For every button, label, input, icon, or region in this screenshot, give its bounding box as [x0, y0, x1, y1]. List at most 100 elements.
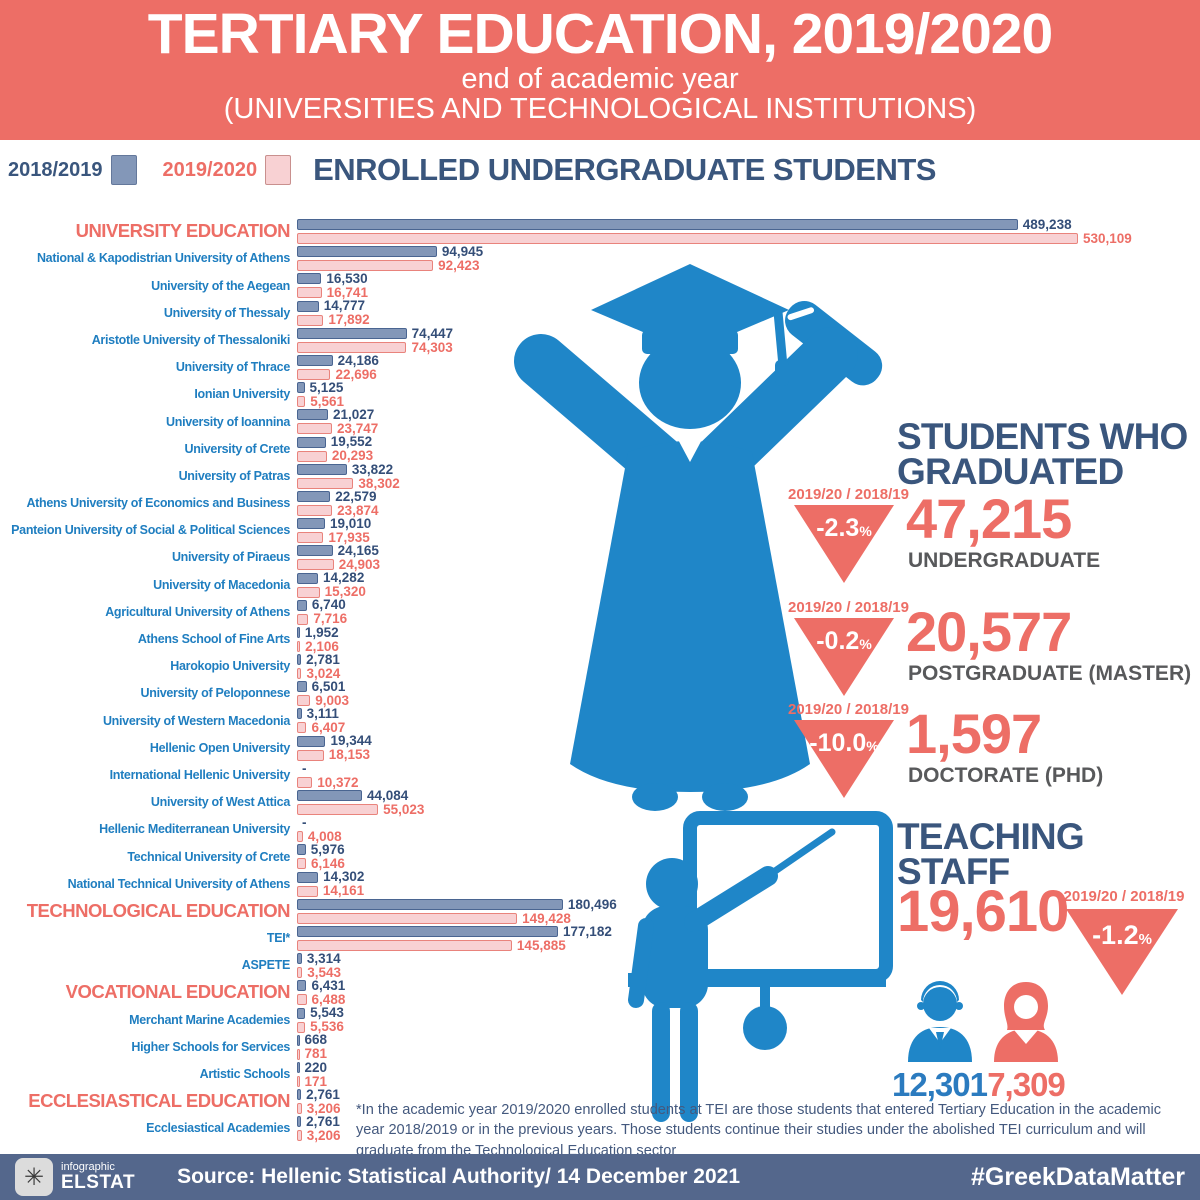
teaching-heading-line2: STAFF — [897, 851, 1010, 893]
bar-2018-2019 — [297, 300, 319, 312]
female-icon — [994, 982, 1058, 1062]
row-label: University of the Aegean — [151, 278, 290, 293]
bar-value: 177,182 — [563, 923, 612, 939]
bar-value: 23,747 — [336, 421, 379, 437]
teacher-whiteboard-icon — [628, 811, 893, 1122]
compare-label: 2019/20 / 2018/19 — [788, 599, 909, 616]
bar-line: 24,186 — [297, 354, 379, 367]
bar-2019-2020 — [297, 287, 322, 299]
chart-row: University of Thessaly 14,777 17,892 — [0, 299, 1200, 327]
row-bars: 22,579 23,874 — [297, 490, 378, 517]
bar-value: 44,084 — [366, 787, 409, 803]
bar-2019-2020 — [297, 1130, 302, 1142]
chart-row: Artistic Schools 220 171 — [0, 1061, 1200, 1088]
chart-row: Technical University of Crete 5,976 6,146 — [0, 843, 1200, 870]
row-bars: 6,431 6,488 — [297, 979, 345, 1006]
bar-line: 20,293 — [297, 449, 373, 463]
row-label: University of Ioannina — [166, 414, 290, 429]
bar-2018-2019 — [297, 572, 319, 584]
row-bars: 6,740 7,716 — [297, 598, 347, 626]
row-label: Athens School of Fine Arts — [137, 632, 290, 647]
bar-value: 14,302 — [323, 869, 365, 885]
graduates-heading-line1: STUDENTS WHO — [897, 416, 1188, 457]
bar-2019-2020 — [297, 695, 311, 707]
bar-value: 19,552 — [330, 434, 373, 450]
bar-2018-2019 — [297, 790, 362, 802]
row-bars: 5,976 6,146 — [297, 843, 345, 870]
bar-line: 171 — [297, 1075, 327, 1088]
row-label: National & Kapodistrian University of At… — [36, 251, 290, 266]
bar-2018-2019 — [297, 925, 559, 937]
teaching-heading-line1: TEACHING — [897, 816, 1085, 857]
male-staff-count: 12,301 — [892, 1066, 988, 1103]
bar-2018-2019 — [297, 654, 302, 666]
bar-value: - — [302, 760, 307, 776]
bar-line: 2,781 — [297, 653, 340, 666]
row-bars: 94,945 92,423 — [297, 245, 483, 272]
bar-value: 3,024 — [306, 665, 341, 681]
bar-2018-2019 — [297, 545, 333, 557]
chart-row: Merchant Marine Academies 5,543 5,536 — [0, 1006, 1200, 1033]
legend-swatch-2019-2020 — [265, 155, 292, 185]
bar-value: 14,282 — [323, 570, 365, 586]
row-bars: 2,761 3,206 — [297, 1088, 341, 1115]
row-label: University of Thrace — [175, 360, 290, 375]
bar-2018-2019 — [297, 953, 302, 965]
bar-value: 3,543 — [307, 964, 342, 980]
legend-swatch-2018-2019 — [110, 155, 137, 185]
bar-2019-2020 — [297, 912, 518, 924]
bar-value: 38,302 — [358, 475, 400, 491]
bar-value: 74,447 — [411, 325, 453, 341]
row-label: Hellenic Open University — [149, 740, 290, 755]
chart-row: Hellenic Mediterranean University -4,008 — [0, 816, 1200, 843]
bar-line: 3,543 — [297, 966, 341, 979]
bar-value: 668 — [304, 1032, 328, 1048]
footnote: *In the academic year 2019/2020 enrolled… — [356, 1102, 1162, 1159]
chart-row: International Hellenic University -10,372 — [0, 762, 1200, 789]
enrollment-chart: UNIVERSITY EDUCATION 489,238 530,109 Nation… — [0, 218, 1200, 1142]
bar-2019-2020 — [297, 939, 512, 951]
row-bars: 3,111 6,407 — [297, 707, 345, 734]
bar-line: 149,428 — [297, 912, 617, 925]
bar-2019-2020 — [297, 967, 303, 979]
page-title: TERTIARY EDUCATION, 2019/2020 — [147, 2, 1053, 66]
row-label: Ecclesiastical Academies — [146, 1121, 290, 1136]
bar-line: 2,106 — [297, 640, 339, 653]
bar-line: 92,423 — [297, 259, 483, 272]
bar-line: 14,282 — [297, 570, 366, 586]
bar-2018-2019 — [297, 871, 319, 883]
bar-line: 3,314 — [297, 952, 341, 965]
bar-2019-2020 — [297, 477, 354, 489]
row-label: Merchant Marine Academies — [129, 1012, 290, 1027]
elstat-logo-text: infographic ELSTAT — [61, 1162, 135, 1193]
row-label: Higher Schools for Services — [131, 1039, 290, 1054]
bar-line: 180,496 — [297, 898, 617, 911]
bar-line: 9,003 — [297, 694, 349, 707]
bar-line: 94,945 — [297, 245, 483, 258]
bar-value: 2,761 — [306, 1086, 340, 1102]
chart-row: Harokopio University 2,781 3,024 — [0, 653, 1200, 680]
bar-value: 5,561 — [310, 393, 344, 409]
bar-value: - — [302, 814, 307, 830]
bar-value: 2,781 — [306, 651, 340, 667]
bar-value: 2,106 — [305, 638, 339, 654]
chart-row: Athens School of Fine Arts 1,952 2,106 — [0, 626, 1200, 653]
chart-row: ECCLESIASTICAL EDUCATION 2,761 3,206 — [0, 1088, 1200, 1115]
compare-label: 2019/20 / 2018/19 — [1063, 888, 1185, 905]
bar-line: 18,153 — [297, 748, 372, 762]
row-label: Agricultural University of Athens — [105, 604, 290, 619]
compare-label: 2019/20 / 2018/19 — [788, 486, 909, 503]
row-label: University of West Attica — [150, 795, 290, 810]
header-banner: TERTIARY EDUCATION, 2019/2020 end of aca… — [0, 0, 1200, 140]
bar-value: 5,125 — [309, 379, 344, 395]
bar-line: 17,935 — [297, 531, 371, 544]
row-label: TEI* — [266, 931, 290, 946]
row-label: University of Western Macedonia — [102, 713, 290, 728]
bar-2019-2020 — [297, 396, 306, 408]
bar-value: 92,423 — [438, 258, 480, 274]
row-bars: 180,496 149,428 — [297, 898, 617, 925]
row-label: Technical University of Crete — [127, 849, 290, 864]
bar-value: 6,501 — [311, 679, 346, 695]
chart-row: Athens University of Economics and Busin… — [0, 490, 1200, 517]
row-label: University of Macedonia — [153, 577, 290, 592]
